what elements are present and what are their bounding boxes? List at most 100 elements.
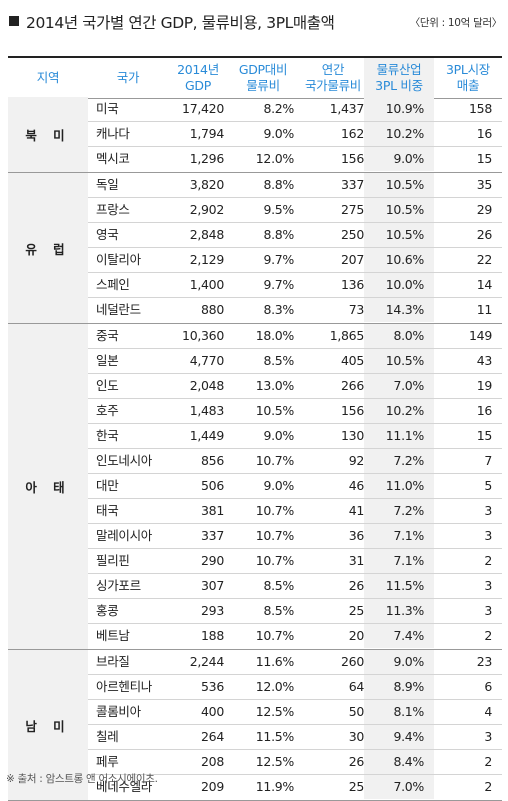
- cell-gdp: 2,244: [189, 654, 225, 669]
- cell-cost: 26: [348, 578, 365, 593]
- table-row: 브라질 2,244 11.6% 260 9.0% 23: [88, 650, 502, 675]
- cell-ratio: 10.5%: [255, 403, 295, 418]
- table-row: 페루 208 12.5% 26 8.4% 2: [88, 750, 502, 775]
- table-row: 인도 2,048 13.0% 266 7.0% 19: [88, 374, 502, 399]
- table-row: 네덜란드 880 8.3% 73 14.3% 11: [88, 298, 502, 322]
- cell-share: 14.3%: [364, 298, 434, 322]
- cell-gdp: 1,296: [189, 151, 225, 166]
- cell-share: 7.1%: [364, 524, 434, 548]
- table-row: 프랑스 2,902 9.5% 275 10.5% 29: [88, 198, 502, 223]
- cell-cost: 73: [348, 302, 365, 317]
- cell-country: 호주: [96, 403, 119, 418]
- cell-cost: 337: [341, 177, 364, 192]
- table-row: 이탈리아 2,129 9.7% 207 10.6% 22: [88, 248, 502, 273]
- cell-share: 10.9%: [364, 97, 434, 121]
- header-ratio: GDP대비 물류비: [238, 62, 288, 93]
- cell-cost: 46: [348, 478, 365, 493]
- cell-gdp: 880: [201, 302, 224, 317]
- cell-ratio: 9.0%: [263, 478, 294, 493]
- cell-cost: 207: [341, 252, 364, 267]
- cell-market: 2: [484, 553, 492, 568]
- cell-cost: 92: [348, 453, 365, 468]
- cell-market: 2: [484, 754, 492, 769]
- cell-ratio: 10.7%: [255, 628, 295, 643]
- cell-gdp: 400: [201, 704, 224, 719]
- region-label: 북 미: [8, 97, 88, 172]
- cell-cost: 31: [348, 553, 365, 568]
- cell-share: 9.4%: [364, 725, 434, 749]
- cell-market: 23: [476, 654, 493, 669]
- cell-market: 16: [476, 126, 493, 141]
- cell-market: 15: [476, 151, 493, 166]
- cell-cost: 156: [341, 151, 364, 166]
- cell-country: 인도: [96, 378, 119, 393]
- header-gdp: 2014년 GDP: [177, 62, 219, 93]
- square-bullet-icon: [9, 16, 19, 26]
- cell-ratio: 11.5%: [255, 729, 295, 744]
- cell-share: 10.5%: [364, 349, 434, 373]
- cell-cost: 30: [348, 729, 365, 744]
- cell-ratio: 12.0%: [255, 151, 295, 166]
- region-group: 북 미 미국 17,420 8.2% 1,437 10.9% 158 캐나다 1,794 9.0%…: [8, 97, 502, 173]
- cell-market: 4: [484, 704, 492, 719]
- cell-ratio: 10.7%: [255, 503, 295, 518]
- cell-gdp: 209: [201, 779, 224, 794]
- cell-market: 3: [484, 578, 492, 593]
- cell-cost: 20: [348, 628, 365, 643]
- cell-country: 독일: [96, 177, 119, 192]
- cell-share: 10.5%: [364, 223, 434, 247]
- cell-gdp: 337: [201, 528, 224, 543]
- cell-cost: 64: [348, 679, 365, 694]
- cell-country: 말레이시아: [96, 528, 153, 543]
- cell-cost: 266: [341, 378, 364, 393]
- cell-country: 아르헨티나: [96, 679, 153, 694]
- table-row: 칠레 264 11.5% 30 9.4% 3: [88, 725, 502, 750]
- cell-ratio: 8.8%: [263, 227, 294, 242]
- region-group: 유 럽 독일 3,820 8.8% 337 10.5% 35 프랑스 2,902 9.5% 275 1…: [8, 173, 502, 324]
- cell-market: 16: [476, 403, 493, 418]
- cell-share: 10.5%: [364, 173, 434, 197]
- table-row: 캐나다 1,794 9.0% 162 10.2% 16: [88, 122, 502, 147]
- cell-country: 브라질: [96, 654, 130, 669]
- table-row: 콜롬비아 400 12.5% 50 8.1% 4: [88, 700, 502, 725]
- cell-gdp: 293: [201, 603, 224, 618]
- table-row: 영국 2,848 8.8% 250 10.5% 26: [88, 223, 502, 248]
- cell-cost: 26: [348, 754, 365, 769]
- cell-gdp: 1,400: [189, 277, 225, 292]
- cell-ratio: 10.7%: [255, 553, 295, 568]
- region-group: 남 미 브라질 2,244 11.6% 260 9.0% 23 아르헨티나 536 12.0% 64…: [8, 650, 502, 801]
- cell-share: 7.0%: [364, 775, 434, 799]
- table-row: 말레이시아 337 10.7% 36 7.1% 3: [88, 524, 502, 549]
- cell-cost: 50: [348, 704, 365, 719]
- cell-ratio: 11.9%: [255, 779, 295, 794]
- table-row: 태국 381 10.7% 41 7.2% 3: [88, 499, 502, 524]
- cell-share: 11.3%: [364, 599, 434, 623]
- cell-cost: 1,865: [329, 328, 365, 343]
- cell-share: 10.0%: [364, 273, 434, 297]
- cell-ratio: 13.0%: [255, 378, 295, 393]
- cell-gdp: 2,848: [189, 227, 225, 242]
- table-row: 아르헨티나 536 12.0% 64 8.9% 6: [88, 675, 502, 700]
- header-country: 국가: [116, 70, 140, 85]
- cell-gdp: 536: [201, 679, 224, 694]
- cell-share: 7.2%: [364, 449, 434, 473]
- cell-gdp: 506: [201, 478, 224, 493]
- cell-market: 5: [484, 478, 492, 493]
- cell-gdp: 856: [201, 453, 224, 468]
- cell-gdp: 2,048: [189, 378, 225, 393]
- cell-gdp: 290: [201, 553, 224, 568]
- cell-share: 10.2%: [364, 399, 434, 423]
- table-row: 스페인 1,400 9.7% 136 10.0% 14: [88, 273, 502, 298]
- cell-ratio: 8.2%: [263, 101, 294, 116]
- cell-country: 네덜란드: [96, 302, 141, 317]
- cell-ratio: 8.3%: [263, 302, 294, 317]
- cell-gdp: 188: [201, 628, 224, 643]
- cell-market: 3: [484, 729, 492, 744]
- cell-gdp: 2,129: [189, 252, 225, 267]
- cell-share: 7.1%: [364, 549, 434, 573]
- cell-gdp: 307: [201, 578, 224, 593]
- cell-market: 7: [484, 453, 492, 468]
- cell-country: 필리핀: [96, 553, 130, 568]
- cell-country: 캐나다: [96, 126, 130, 141]
- table-row: 미국 17,420 8.2% 1,437 10.9% 158: [88, 97, 502, 122]
